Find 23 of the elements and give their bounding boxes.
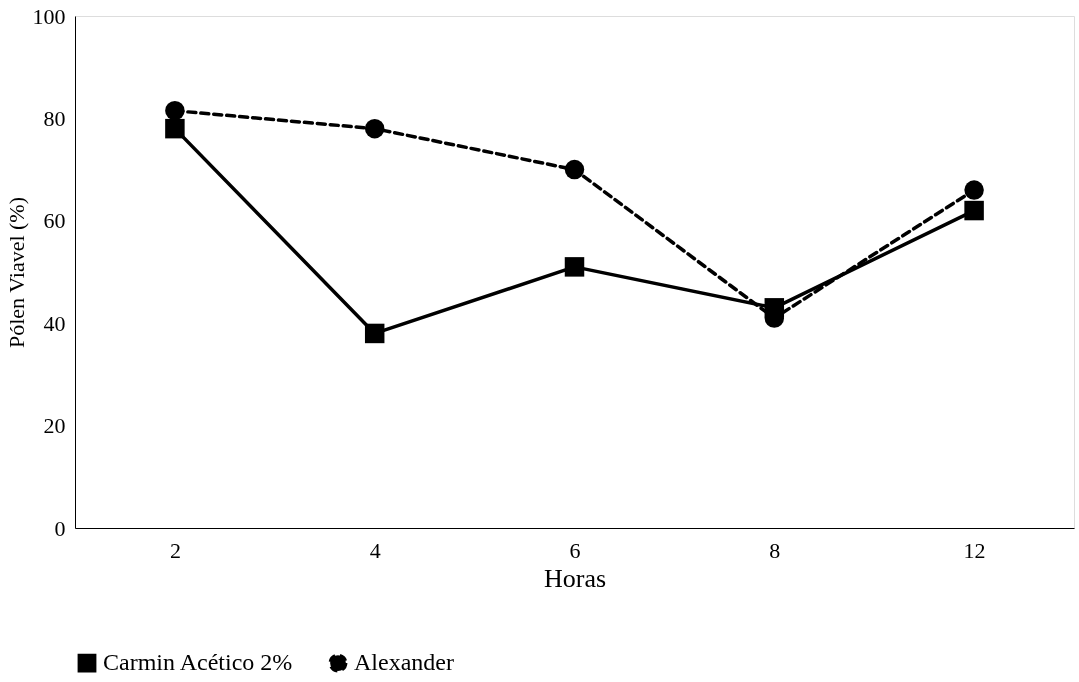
y-tick-label: 0: [54, 515, 66, 541]
x-tick-label: 8: [769, 537, 781, 563]
y-axis-title: Pólen Viavel (%): [3, 196, 29, 349]
x-tick-label: 12: [963, 537, 986, 563]
y-tick-label: 60: [43, 208, 66, 234]
point: [564, 159, 585, 180]
legend-label: Alexander: [354, 649, 454, 676]
y-tick-label: 100: [32, 3, 66, 29]
point: [964, 200, 984, 221]
legend-label: Carmin Acético 2%: [103, 649, 293, 676]
x-axis-title: Horas: [543, 563, 607, 593]
point: [165, 100, 185, 121]
y-tick-label: 80: [43, 105, 66, 131]
y-tick-label: 20: [43, 413, 66, 439]
x-tick-label: 6: [569, 537, 581, 563]
x-tick-label: 2: [169, 537, 181, 563]
point: [364, 323, 385, 344]
point: [165, 118, 185, 139]
y-tick-label: 40: [43, 310, 66, 336]
point: [364, 118, 385, 139]
point: [964, 180, 984, 200]
x-tick-label: 4: [369, 537, 381, 563]
point: [564, 257, 585, 277]
